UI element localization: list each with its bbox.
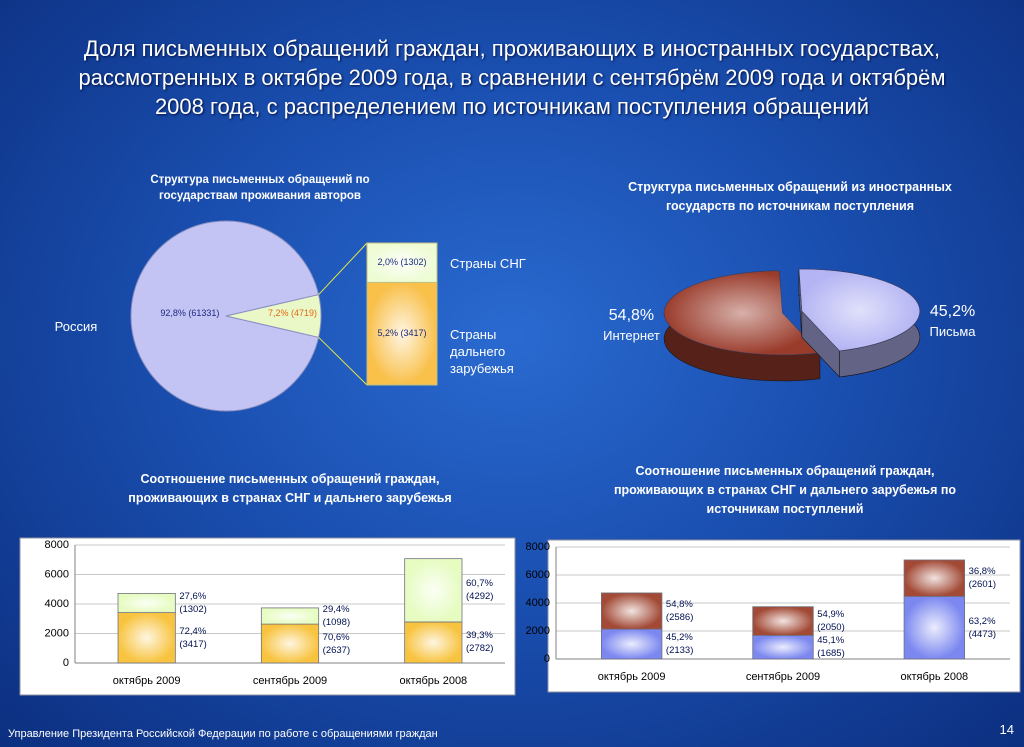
chart-title: Структура письменных обращений по госуда…: [150, 174, 370, 202]
data-label: 70,6% (2637): [322, 631, 351, 656]
y-tick-label: 6000: [526, 569, 550, 581]
bar-shine: [904, 596, 965, 659]
slice-category: Интернет: [603, 328, 660, 344]
x-tick-label: октябрь 2008: [900, 671, 968, 683]
chart-title: Соотношение письменных обращений граждан…: [613, 464, 957, 516]
bar-shine: [261, 624, 319, 663]
bar-shine: [261, 607, 319, 625]
pie-shine: [664, 270, 820, 355]
y-tick-label: 2000: [45, 627, 69, 639]
data-label: 29,4% (1098): [322, 604, 351, 628]
x-tick-label: сентябрь 2009: [746, 671, 820, 683]
bar-shine: [367, 243, 437, 283]
breakdown-label: 2,0% (1302): [377, 256, 427, 267]
breakdown-category: Страны дальнего зарубежья: [450, 326, 514, 376]
bar-shine: [404, 621, 462, 663]
y-tick-label: 4000: [526, 597, 550, 609]
bar-shine: [118, 593, 176, 613]
slice-label: 92,8% (61331): [160, 308, 220, 318]
slice-label: 45,2%: [929, 302, 976, 320]
y-tick-label: 8000: [526, 541, 550, 553]
bar-shine: [752, 606, 814, 636]
page-number: 14: [999, 722, 1014, 737]
data-label: 60,7% (4292): [466, 578, 494, 603]
connector: [318, 336, 368, 386]
data-label: 36,8% (2601): [968, 566, 997, 591]
y-tick-label: 0: [544, 653, 550, 665]
bar-shine: [752, 635, 814, 659]
breakdown-label: 5,2% (3417): [377, 327, 427, 338]
chart-title: Структура письменных обращений из иностр…: [628, 180, 952, 213]
chart-title: Соотношение письменных обращений граждан…: [128, 472, 452, 505]
data-label: 54,8% (2586): [665, 599, 694, 624]
y-tick-label: 6000: [45, 568, 69, 580]
data-label: 45,2% (2133): [665, 632, 694, 657]
slide-title: Доля письменных обращений граждан, прожи…: [78, 36, 946, 119]
pie-slice: [225, 294, 322, 338]
x-tick-label: октябрь 2009: [598, 671, 666, 683]
connector: [318, 242, 368, 296]
x-tick-label: октябрь 2009: [113, 675, 181, 687]
bar-shine: [904, 559, 965, 597]
data-label: 45,1% (1685): [817, 635, 845, 660]
bar-shine: [601, 592, 662, 630]
data-label: 63,2% (4473): [968, 615, 997, 640]
data-label: 39,3% (2782): [466, 630, 494, 655]
bar-shine: [118, 612, 176, 663]
pie-shine: [799, 269, 920, 351]
data-label: 72,4% (3417): [179, 625, 207, 650]
footer: Управление Президента Российской Федерац…: [8, 728, 438, 740]
y-tick-label: 8000: [45, 539, 69, 551]
breakdown-category: Страны СНГ: [450, 255, 526, 271]
data-label: 27,6% (1302): [179, 590, 207, 615]
bar-shine: [367, 282, 437, 385]
slice-label: 54,8%: [608, 307, 655, 325]
y-tick-label: 4000: [45, 598, 69, 610]
y-tick-label: 0: [63, 657, 69, 669]
slice-label: 7,2% (4719): [267, 308, 318, 318]
x-tick-label: сентябрь 2009: [253, 675, 327, 687]
slice-category: Россия: [54, 319, 98, 334]
bar-shine: [601, 629, 662, 659]
bar-shine: [404, 558, 462, 622]
slice-category: Письма: [929, 323, 976, 339]
pie-slice: [130, 220, 320, 412]
data-label: 54,9% (2050): [817, 609, 845, 634]
x-tick-label: октябрь 2008: [399, 675, 467, 687]
y-tick-label: 2000: [526, 625, 550, 637]
